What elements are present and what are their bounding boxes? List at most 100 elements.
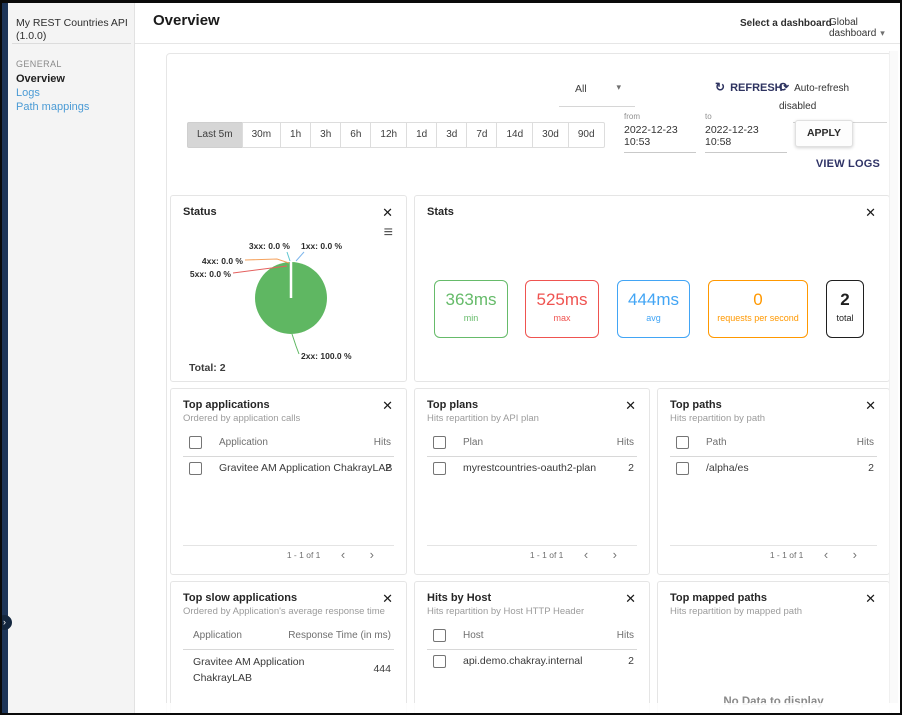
range-button-14d[interactable]: 14d — [496, 122, 534, 148]
stat-label: total — [836, 313, 854, 323]
sidebar-item-path-mappings[interactable]: Path mappings — [16, 101, 90, 113]
top-slow-applications-widget: Top slow applications Ordered by Applica… — [170, 581, 407, 713]
column-header: Hits — [856, 437, 874, 448]
to-value: 2022-12-23 10:58 — [705, 124, 759, 148]
table-row[interactable]: Gravitee AM Application ChakrayLAB 2 — [183, 457, 394, 483]
stat-card-avg: 444ms avg — [617, 280, 690, 338]
range-button-3h[interactable]: 3h — [310, 122, 342, 148]
range-button-1d[interactable]: 1d — [406, 122, 438, 148]
stat-label: requests per second — [717, 313, 799, 323]
table-header: Plan Hits — [427, 433, 637, 457]
range-button-3d[interactable]: 3d — [436, 122, 468, 148]
select-underline — [559, 106, 635, 107]
stat-label: avg — [646, 313, 661, 323]
dashboard-select-value: Global dashboard — [829, 17, 877, 39]
range-button-last-5m[interactable]: Last 5m — [187, 122, 243, 148]
column-header: Hits — [616, 630, 634, 641]
auto-refresh-value: Auto-refresh disabled — [779, 83, 850, 112]
close-icon[interactable]: ✕ — [625, 591, 636, 606]
close-icon[interactable]: ✕ — [382, 591, 393, 606]
select-all-checkbox[interactable] — [433, 436, 446, 449]
top-paths-widget: Top paths Hits repartition by path ✕ Pat… — [657, 388, 890, 575]
stat-value: 525ms — [536, 290, 588, 309]
cell-hits: 2 — [868, 462, 874, 474]
cell-hits: 2 — [385, 462, 391, 474]
sidebar-item-logs[interactable]: Logs — [16, 87, 40, 99]
select-all-checkbox[interactable] — [676, 436, 689, 449]
select-all-checkbox[interactable] — [189, 436, 202, 449]
view-logs-link[interactable]: VIEW LOGS — [815, 158, 880, 170]
pagination-label: 1 - 1 of 1 — [286, 549, 321, 560]
from-date-field[interactable]: from 2022-12-23 10:53 — [624, 112, 696, 153]
row-checkbox[interactable] — [189, 462, 202, 475]
pie-label-5xx: 5xx: 0.0 % — [190, 269, 232, 279]
stat-card-total: 2 total — [826, 280, 864, 338]
status-widget: Status ✕ ≡ 1xx: 0.0 % 3xx: 0.0 % 4xx: 0.… — [170, 195, 407, 382]
range-button-7d[interactable]: 7d — [466, 122, 498, 148]
pagination: 1 - 1 of 1 ‹ › — [670, 545, 877, 573]
auto-refresh-select[interactable]: ⟳Auto-refresh disabled ▾ — [779, 78, 895, 123]
scrollbar[interactable] — [889, 51, 898, 711]
cell-application: Gravitee AM Application ChakrayLAB — [219, 462, 393, 474]
prev-page-icon[interactable]: ‹ — [823, 547, 829, 563]
chart-menu-icon[interactable]: ≡ — [383, 224, 393, 241]
next-page-icon[interactable]: › — [612, 547, 617, 563]
dashboard-select[interactable]: Global dashboard ▾ — [829, 17, 900, 39]
table-row[interactable]: /alpha/es 2 — [670, 457, 877, 483]
event-filter-value: All — [575, 83, 587, 95]
range-button-30m[interactable]: 30m — [241, 122, 282, 148]
refresh-button[interactable]: ↻ REFRESH — [715, 80, 783, 94]
close-icon[interactable]: ✕ — [865, 398, 876, 413]
close-icon[interactable]: ✕ — [865, 591, 876, 606]
widget-title: Top mapped paths — [670, 592, 767, 604]
stat-value: 2 — [840, 290, 850, 309]
column-header: Plan — [463, 437, 484, 448]
sidebar-section-label: GENERAL — [16, 59, 62, 69]
next-page-icon[interactable]: › — [369, 547, 374, 563]
next-page-icon[interactable]: › — [852, 547, 857, 563]
table-row[interactable]: api.demo.chakray.internal 2 — [427, 650, 637, 676]
close-icon[interactable]: ✕ — [625, 398, 636, 413]
cell-response-time: 444 — [373, 663, 391, 675]
stat-card-rps: 0 requests per second — [708, 280, 808, 338]
event-filter-select[interactable]: All ▾ — [559, 79, 635, 107]
range-button-90d[interactable]: 90d — [567, 122, 605, 148]
stat-value: 444ms — [627, 290, 680, 309]
pagination: 1 - 1 of 1 ‹ › — [427, 545, 637, 573]
table-row[interactable]: Gravitee AM Application ChakrayLAB 444 — [183, 650, 394, 688]
prev-page-icon[interactable]: ‹ — [340, 547, 346, 563]
expand-nav-button[interactable]: › — [2, 615, 12, 630]
widget-title: Status — [183, 206, 217, 218]
to-date-field[interactable]: to 2022-12-23 10:58 — [705, 112, 787, 153]
range-button-6h[interactable]: 6h — [340, 122, 372, 148]
hits-by-host-widget: Hits by Host Hits repartition by Host HT… — [414, 581, 650, 713]
top-plans-widget: Top plans Hits repartition by API plan ✕… — [414, 388, 650, 575]
close-icon[interactable]: ✕ — [382, 205, 393, 220]
table-row[interactable]: myrestcountries-oauth2-plan 2 — [427, 457, 637, 483]
row-checkbox[interactable] — [676, 462, 689, 475]
range-button-30d[interactable]: 30d — [532, 122, 569, 148]
pie-label-1xx: 1xx: 0.0 % — [301, 241, 343, 251]
column-header: Application — [193, 630, 242, 641]
column-header: Hits — [616, 437, 634, 448]
close-icon[interactable]: ✕ — [865, 205, 876, 220]
row-checkbox[interactable] — [433, 462, 446, 475]
sidebar-item-overview[interactable]: Overview — [16, 73, 65, 85]
time-range-group: Last 5m 30m 1h 3h 6h 12h 1d 3d 7d 14d 30… — [187, 122, 605, 148]
widget-title: Stats — [427, 206, 454, 218]
select-all-checkbox[interactable] — [433, 629, 446, 642]
range-button-12h[interactable]: 12h — [370, 122, 408, 148]
column-header: Path — [706, 437, 727, 448]
range-button-1h[interactable]: 1h — [280, 122, 312, 148]
cell-path: /alpha/es — [706, 462, 749, 474]
apply-button[interactable]: APPLY — [795, 120, 853, 147]
close-icon[interactable]: ✕ — [382, 398, 393, 413]
widget-subtitle: Hits repartition by mapped path — [670, 606, 803, 617]
chevron-down-icon: ▾ — [616, 82, 621, 92]
header-divider — [135, 43, 900, 44]
prev-page-icon[interactable]: ‹ — [583, 547, 589, 563]
pie-label-3xx: 3xx: 0.0 % — [249, 241, 291, 251]
row-checkbox[interactable] — [433, 655, 446, 668]
top-mapped-paths-widget: Top mapped paths Hits repartition by map… — [657, 581, 890, 713]
